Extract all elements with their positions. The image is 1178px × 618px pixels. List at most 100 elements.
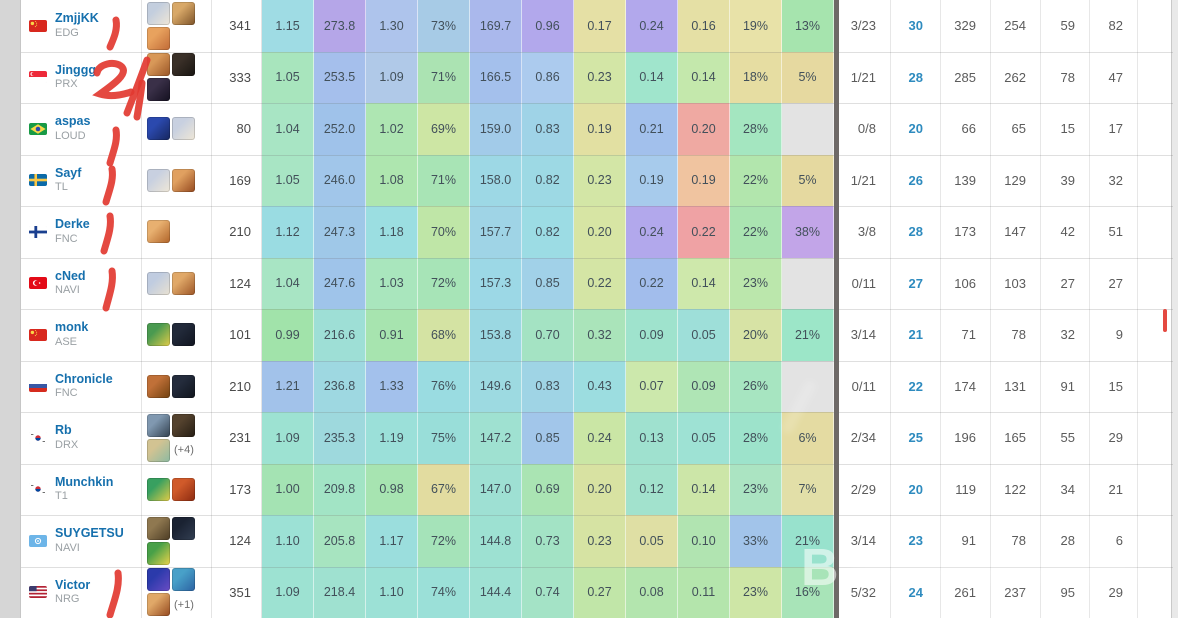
table-row: Munchkin T1 173 1.00 209.8 0.98 67% 147.0 0.69 0.… <box>21 463 1173 515</box>
first-kills-cell: 9 <box>1090 309 1138 361</box>
stat-cell: 1.08 <box>366 154 418 206</box>
stat-cell: 7% <box>782 463 834 515</box>
assists-cell: 39 <box>1041 154 1090 206</box>
stat-cell: 157.3 <box>470 257 522 309</box>
stat-cell: 1.30 <box>366 0 418 52</box>
kills-cell: 91 <box>941 515 991 567</box>
assists-cell: 78 <box>1041 51 1090 103</box>
player-name-link[interactable]: SUYGETSU <box>55 526 124 541</box>
player-name-link[interactable]: Derke <box>55 217 90 232</box>
player-name-link[interactable]: ZmjjKK <box>55 11 99 26</box>
stat-cell: 169.7 <box>470 0 522 52</box>
deaths-cell: 122 <box>991 463 1041 515</box>
assists-cell: 32 <box>1041 309 1090 361</box>
player-cell: cNed NAVI <box>21 257 142 309</box>
kmax-link[interactable]: 26 <box>891 154 941 206</box>
kills-cell: 66 <box>941 103 991 155</box>
player-cell: Rb DRX <box>21 412 142 464</box>
clutches-cell: 3/14 <box>839 515 891 567</box>
stat-cell: 0.85 <box>522 412 574 464</box>
player-name-link[interactable]: aspas <box>55 114 91 129</box>
agent-icon <box>172 271 195 295</box>
player-cell: Sayf TL <box>21 154 142 206</box>
agent-icon <box>147 541 170 565</box>
kmax-link[interactable]: 24 <box>891 566 941 618</box>
kmax-link[interactable]: 23 <box>891 515 941 567</box>
stat-cell: 0.96 <box>522 0 574 52</box>
stat-cell: 159.0 <box>470 103 522 155</box>
stat-cell: 1.09 <box>262 566 314 618</box>
agent-icon <box>172 117 195 141</box>
stat-cell: 20% <box>730 309 782 361</box>
stat-cell: 0.20 <box>574 206 626 258</box>
first-kills-cell: 15 <box>1090 360 1138 412</box>
stat-cell: 1.04 <box>262 103 314 155</box>
stat-cell: 19% <box>730 0 782 52</box>
pinned-column-divider <box>834 0 839 52</box>
kmax-link[interactable]: 28 <box>891 51 941 103</box>
kmax-link[interactable]: 28 <box>891 206 941 258</box>
stat-cell: 71% <box>418 154 470 206</box>
player-name-link[interactable]: monk <box>55 320 89 335</box>
stat-cell: 1.02 <box>366 103 418 155</box>
player-name-link[interactable]: Munchkin <box>55 474 114 489</box>
agents-cell <box>142 154 212 206</box>
stat-cell: 1.12 <box>262 206 314 258</box>
kmax-link[interactable]: 30 <box>891 0 941 52</box>
kmax-link[interactable]: 25 <box>891 412 941 464</box>
stat-cell: 0.70 <box>522 309 574 361</box>
kmax-link[interactable]: 22 <box>891 360 941 412</box>
stat-cell: 23% <box>730 566 782 618</box>
stat-cell: 23% <box>730 257 782 309</box>
agent-icon <box>147 413 170 437</box>
rounds-cell: 124 <box>212 257 262 309</box>
stat-cell: 38% <box>782 206 834 258</box>
first-kills-cell: 47 <box>1090 51 1138 103</box>
clutches-cell: 1/21 <box>839 51 891 103</box>
cutoff-column-cell <box>1138 360 1173 412</box>
kmax-link[interactable]: 27 <box>891 257 941 309</box>
flag-us-icon <box>29 586 47 599</box>
player-stats-table: ZmjjKK EDG 341 1.15 273.8 1.30 73% 169.7 0.96 0.1… <box>20 0 1173 618</box>
agent-icon <box>172 323 195 347</box>
stat-cell: 0.99 <box>262 309 314 361</box>
kills-cell: 329 <box>941 0 991 52</box>
stat-cell: 18% <box>730 51 782 103</box>
stat-cell: 23% <box>730 463 782 515</box>
clutches-cell: 1/21 <box>839 154 891 206</box>
player-name-link[interactable]: Jinggg <box>55 62 96 77</box>
kills-cell: 173 <box>941 206 991 258</box>
stat-cell <box>782 103 834 155</box>
kills-cell: 106 <box>941 257 991 309</box>
stat-cell: 21% <box>782 515 834 567</box>
agents-cell <box>142 0 212 52</box>
first-kills-cell: 21 <box>1090 463 1138 515</box>
stat-cell: 0.14 <box>678 463 730 515</box>
kmax-link[interactable]: 21 <box>891 309 941 361</box>
agents-cell <box>142 360 212 412</box>
player-name-link[interactable]: Chronicle <box>55 371 113 386</box>
page-edge-strip <box>1171 0 1178 618</box>
kmax-link[interactable]: 20 <box>891 463 941 515</box>
team-label: LOUD <box>55 129 86 142</box>
assists-cell: 55 <box>1041 412 1090 464</box>
stat-cell: 246.0 <box>314 154 366 206</box>
stat-cell: 0.98 <box>366 463 418 515</box>
stat-cell: 158.0 <box>470 154 522 206</box>
stat-cell: 0.19 <box>626 154 678 206</box>
player-name-link[interactable]: cNed <box>55 268 86 283</box>
player-name-link[interactable]: Sayf <box>55 165 82 180</box>
player-name-link[interactable]: Rb <box>55 423 72 438</box>
kmax-link[interactable]: 20 <box>891 103 941 155</box>
agent-icon <box>147 1 170 25</box>
pinned-column-divider <box>834 309 839 361</box>
kills-cell: 261 <box>941 566 991 618</box>
player-cell: Derke FNC <box>21 206 142 258</box>
stat-cell: 0.13 <box>626 412 678 464</box>
clutches-cell: 0/11 <box>839 257 891 309</box>
clutches-cell: 2/34 <box>839 412 891 464</box>
agent-icon <box>172 477 195 501</box>
agent-icon <box>172 168 195 192</box>
player-name-link[interactable]: Victor <box>55 577 91 592</box>
rounds-cell: 80 <box>212 103 262 155</box>
